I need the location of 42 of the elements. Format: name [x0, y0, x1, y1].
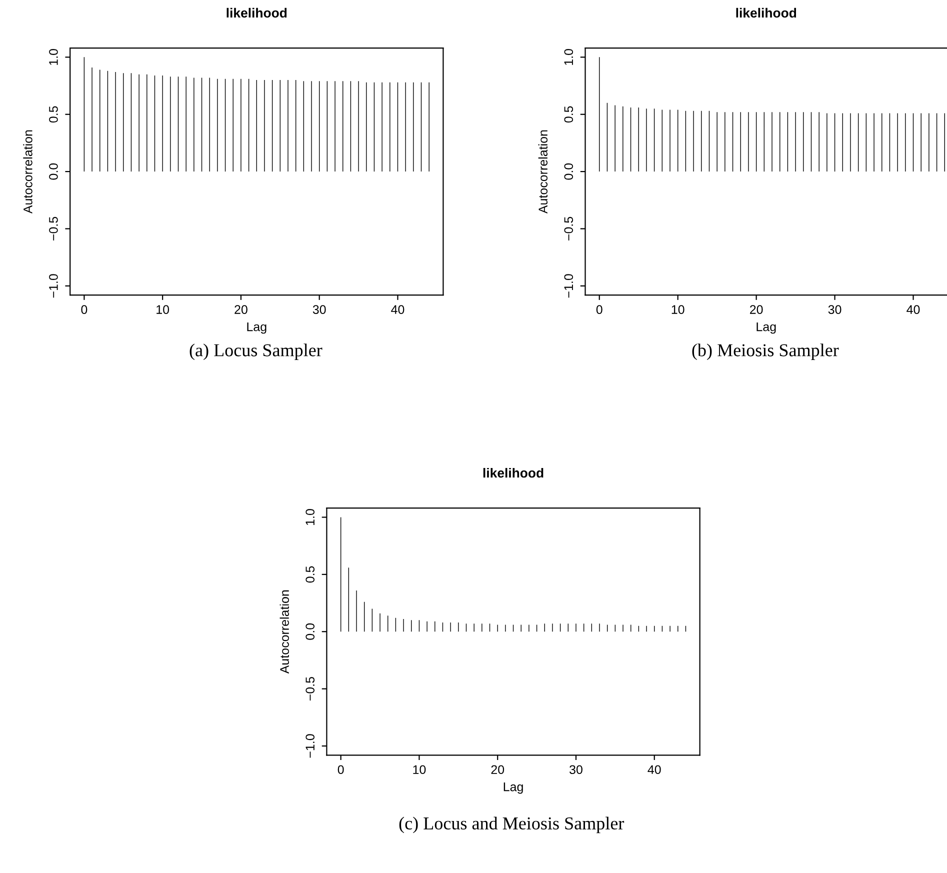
y-tick-label: 0.0	[564, 163, 574, 180]
x-tick-label: 10	[156, 305, 170, 314]
x-axis-title: Lag	[247, 322, 266, 334]
x-axis-title: Lag	[756, 322, 776, 334]
x-tick-label: 0	[596, 305, 602, 314]
y-tick-label: 1.0	[306, 509, 315, 525]
x-tick-label: 0	[81, 305, 88, 314]
x-tick-label: 0	[338, 765, 344, 774]
y-tick-label: 1.0	[564, 48, 574, 65]
y-tick-label: −1.0	[564, 274, 574, 298]
y-axis-title: Autocorrelation	[280, 590, 289, 674]
y-tick-label: 0.0	[306, 623, 315, 640]
x-axis-title: Lag	[504, 782, 523, 794]
x-tick-label: 10	[413, 765, 426, 774]
x-tick-label: 30	[570, 765, 582, 774]
x-tick-label: 40	[391, 305, 404, 314]
x-tick-label: 30	[312, 305, 326, 314]
y-tick-label: 0.5	[306, 566, 315, 583]
chart-title: likelihood	[736, 8, 796, 18]
chart-title: likelihood	[226, 8, 287, 18]
y-tick-label: −1.0	[49, 274, 58, 298]
y-tick-label: 0.5	[49, 106, 58, 123]
x-tick-label: 40	[648, 765, 661, 774]
text: (b) Meiosis Sampler	[692, 344, 839, 360]
x-tick-label: 30	[828, 305, 842, 314]
x-tick-label: 40	[906, 305, 920, 314]
text: (c) Locus and Meiosis Sampler	[399, 816, 624, 834]
y-axis-title: Autocorrelation	[538, 130, 548, 214]
y-tick-label: 1.0	[49, 48, 58, 65]
x-tick-label: 20	[750, 305, 763, 314]
y-tick-label: −1.0	[306, 734, 315, 758]
y-tick-label: −0.5	[306, 676, 315, 701]
x-tick-label: 20	[234, 305, 248, 314]
y-axis-title: Autocorrelation	[23, 130, 32, 214]
x-tick-label: 10	[672, 305, 684, 314]
chart-title: likelihood	[483, 468, 544, 478]
y-tick-label: 0.0	[49, 163, 58, 180]
y-tick-label: 0.5	[564, 106, 574, 123]
x-tick-label: 20	[491, 765, 504, 774]
text: (a) Locus Sampler	[190, 344, 322, 360]
y-tick-label: −0.5	[49, 216, 58, 240]
y-tick-label: −0.5	[564, 216, 574, 240]
